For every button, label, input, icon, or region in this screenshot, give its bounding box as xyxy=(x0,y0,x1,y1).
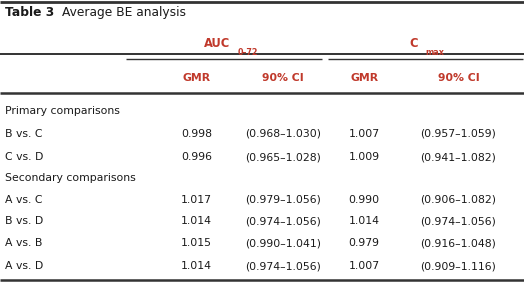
Text: 1.007: 1.007 xyxy=(348,128,380,139)
Text: C vs. D: C vs. D xyxy=(5,152,43,162)
Text: B vs. D: B vs. D xyxy=(5,216,43,226)
Text: B vs. C: B vs. C xyxy=(5,128,43,139)
Text: (0.909–1.116): (0.909–1.116) xyxy=(421,261,496,271)
Text: (0.974–1.056): (0.974–1.056) xyxy=(245,261,321,271)
Text: (0.965–1.028): (0.965–1.028) xyxy=(245,152,321,162)
Text: 1.014: 1.014 xyxy=(181,261,212,271)
Text: Secondary comparisons: Secondary comparisons xyxy=(5,173,136,183)
Text: (0.979–1.056): (0.979–1.056) xyxy=(245,194,321,205)
Text: 1.014: 1.014 xyxy=(348,216,380,226)
Text: GMR: GMR xyxy=(350,73,378,83)
Text: (0.941–1.082): (0.941–1.082) xyxy=(421,152,496,162)
Text: 0–72: 0–72 xyxy=(237,48,258,57)
Text: (0.974–1.056): (0.974–1.056) xyxy=(421,216,496,226)
Text: (0.990–1.041): (0.990–1.041) xyxy=(245,238,321,248)
Text: max: max xyxy=(425,48,444,57)
Text: A vs. D: A vs. D xyxy=(5,261,43,271)
Text: Table 3: Table 3 xyxy=(5,6,54,19)
Text: 90% CI: 90% CI xyxy=(262,73,304,83)
Text: A vs. B: A vs. B xyxy=(5,238,42,248)
Text: (0.968–1.030): (0.968–1.030) xyxy=(245,128,321,139)
Text: 0.990: 0.990 xyxy=(348,194,380,205)
Text: GMR: GMR xyxy=(182,73,211,83)
Text: (0.974–1.056): (0.974–1.056) xyxy=(245,216,321,226)
Text: 0.998: 0.998 xyxy=(181,128,212,139)
Text: 0.979: 0.979 xyxy=(348,238,380,248)
Text: 1.007: 1.007 xyxy=(348,261,380,271)
Text: (0.957–1.059): (0.957–1.059) xyxy=(421,128,496,139)
Text: C: C xyxy=(410,37,418,50)
Text: A vs. C: A vs. C xyxy=(5,194,43,205)
Text: 0.996: 0.996 xyxy=(181,152,212,162)
Text: AUC: AUC xyxy=(204,37,231,50)
Text: (0.906–1.082): (0.906–1.082) xyxy=(420,194,497,205)
Text: 1.009: 1.009 xyxy=(348,152,380,162)
Text: 1.015: 1.015 xyxy=(181,238,212,248)
Text: Average BE analysis: Average BE analysis xyxy=(62,6,186,19)
Text: 90% CI: 90% CI xyxy=(438,73,479,83)
Text: 1.014: 1.014 xyxy=(181,216,212,226)
Text: (0.916–1.048): (0.916–1.048) xyxy=(421,238,496,248)
Text: Primary comparisons: Primary comparisons xyxy=(5,106,120,116)
Text: 1.017: 1.017 xyxy=(181,194,212,205)
